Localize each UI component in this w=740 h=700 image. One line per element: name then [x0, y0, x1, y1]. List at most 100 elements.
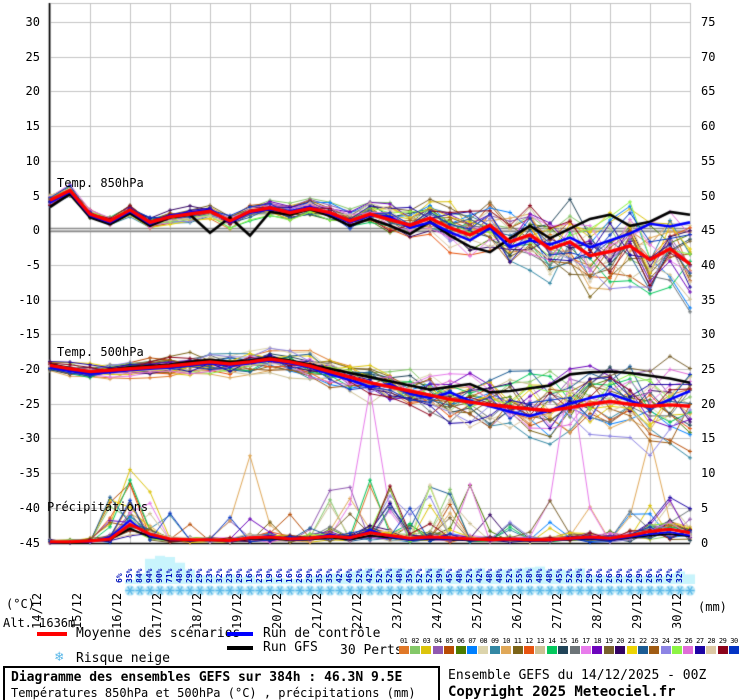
perturbation-number: 26	[684, 637, 693, 645]
right-axis-tick: 70	[701, 49, 716, 64]
perturbation-number: 08	[479, 637, 488, 645]
perturbation-key-item: 29	[717, 637, 728, 654]
left-axis-tick: 25	[25, 49, 40, 64]
perturbation-number: 27	[696, 637, 704, 645]
left-axis-tick: -5	[25, 257, 40, 272]
title-box: Diagramme des ensembles GEFS sur 384h : …	[3, 666, 440, 700]
right-axis-tick: 5	[701, 500, 709, 515]
snow-percent-label: 42%	[665, 568, 674, 583]
snow-percent-label: 35%	[315, 568, 324, 583]
perturbation-color-swatch	[501, 646, 512, 654]
date-label: 14/12	[30, 592, 44, 629]
date-label: 26/12	[510, 592, 524, 629]
perturbation-key-item: 11	[512, 637, 523, 654]
mean-line-swatch	[37, 632, 67, 636]
snow-percent-label: 29%	[235, 568, 244, 583]
right-axis-tick: 30	[701, 327, 716, 342]
snow-percent-label: 32%	[215, 568, 224, 583]
right-axis-unit: (mm)	[698, 600, 727, 614]
date-label: 18/12	[190, 592, 204, 629]
section-label-t500: Temp. 500hPa	[57, 345, 144, 359]
snow-percent-label: 71%	[165, 568, 174, 583]
perturbation-number: 25	[673, 637, 681, 645]
right-axis-tick: 60	[701, 119, 716, 134]
snow-percent-label: 23%	[225, 568, 234, 583]
perturbation-number: 15	[559, 637, 567, 645]
snow-percent-label: 35%	[325, 568, 334, 583]
perturbation-key-item: 14	[546, 637, 557, 654]
perturbation-color-swatch	[615, 646, 626, 654]
perturbation-number: 06	[456, 637, 465, 645]
perturbation-number: 07	[468, 637, 476, 645]
snow-percent-label: 58%	[525, 568, 534, 583]
perturbation-number: 02	[411, 637, 419, 645]
copyright-label: Copyright 2025 Meteociel.fr	[448, 684, 676, 700]
snow-percent-label: 48%	[535, 568, 544, 583]
snow-percent-label: 23%	[205, 568, 214, 583]
date-label: 15/12	[70, 592, 84, 629]
snow-percent-label: 52%	[425, 568, 434, 583]
perturbation-number: 04	[434, 637, 442, 645]
mean-line-label: Moyenne des scénarios	[76, 626, 241, 641]
perturbation-number: 09	[491, 637, 499, 645]
snow-percent-label: 52%	[375, 568, 384, 583]
perturbation-color-swatch	[535, 646, 546, 654]
date-label: 30/12	[670, 592, 684, 629]
snow-percent-label: 23%	[255, 568, 264, 583]
perturbation-color-swatch	[729, 646, 740, 654]
date-label: 24/12	[430, 592, 444, 629]
ensemble-plot-canvas	[0, 0, 740, 606]
perturbation-color-swatch	[410, 646, 421, 654]
perturbation-color-swatch	[489, 646, 500, 654]
perturbation-color-swatch	[580, 646, 591, 654]
snow-percent-label: 26%	[595, 568, 604, 583]
perturbation-number: 30	[730, 637, 738, 645]
snow-risk-label: Risque neige	[76, 651, 170, 666]
perturbation-color-swatch	[398, 646, 409, 654]
date-label: 20/12	[270, 592, 284, 629]
perturbation-color-swatch	[717, 646, 728, 654]
perturbation-number: 28	[707, 637, 716, 645]
right-axis-tick: 75	[701, 15, 716, 29]
perturbation-number: 13	[536, 637, 545, 645]
left-axis-tick: -25	[18, 396, 40, 411]
left-axis-tick: -10	[18, 292, 40, 307]
chart-subtitle: Températures 850hPa et 500hPa (°C) , pré…	[11, 686, 416, 700]
perturbation-number: 29	[718, 637, 727, 645]
left-axis-tick: -35	[18, 466, 40, 481]
perturbation-color-swatch	[478, 646, 489, 654]
perturbation-key-item: 09	[489, 637, 500, 654]
perturbation-key-item: 10	[501, 637, 512, 654]
perturbation-color-swatch	[694, 646, 705, 654]
perturbation-color-swatch	[649, 646, 660, 654]
snow-percent-label: 29%	[195, 568, 204, 583]
perturbation-color-swatch	[421, 646, 432, 654]
perturbation-key-item: 30	[728, 637, 740, 654]
perturbation-color-swatch	[603, 646, 614, 654]
date-label: 28/12	[590, 592, 604, 629]
perturbation-number: 24	[661, 637, 670, 645]
perturbation-key-item: 07	[466, 637, 478, 654]
perturbation-color-swatch	[683, 646, 694, 654]
right-axis-tick: 25	[701, 362, 716, 376]
snow-percent-label: 46%	[345, 568, 354, 583]
perturbation-number: 01	[399, 637, 408, 645]
snow-percent-label: 48%	[455, 568, 464, 583]
perturbation-color-swatch	[512, 646, 523, 654]
snow-percent-label: 55%	[515, 568, 524, 583]
snowflake-icon: ❄	[55, 649, 64, 665]
perturbation-number: 12	[525, 637, 533, 645]
left-axis-tick: 15	[25, 119, 40, 134]
perturbation-key-item: 16	[569, 637, 580, 654]
perturbation-number: 03	[422, 637, 431, 645]
perturbation-key-item: 15	[557, 637, 569, 654]
snow-percent-label: 94%	[145, 568, 154, 583]
perturbation-color-swatch	[455, 646, 466, 654]
snow-percent-label: 26%	[645, 568, 654, 583]
date-label: 27/12	[550, 592, 564, 629]
perturbation-color-key: 01 02 03 04 05 06 07 08 09 10 11 12 13 14 15 16 17 18 19 20…	[398, 637, 740, 654]
snow-percent-label: 52%	[465, 568, 474, 583]
right-axis-tick: 55	[701, 153, 716, 168]
date-label: 25/12	[470, 592, 484, 629]
snow-percent-label: 16%	[275, 568, 284, 583]
